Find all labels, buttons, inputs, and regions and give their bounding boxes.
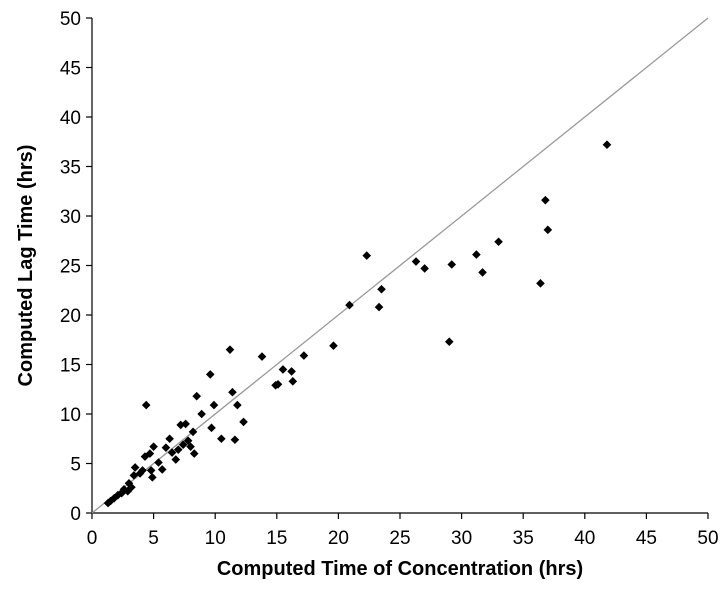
data-point [165,434,174,444]
data-point [171,455,181,464]
data-point [239,417,248,427]
data-point [173,445,183,454]
x-tick-label: 50 [697,528,718,549]
data-point [127,482,136,492]
data-point [217,434,226,444]
data-point [228,387,237,397]
data-point [287,367,296,376]
data-point [494,237,503,247]
data-point [130,463,140,472]
data-point [288,377,298,386]
data-point [225,345,235,354]
data-point [273,380,283,389]
y-tick-label: 35 [60,158,81,179]
x-tick-label: 15 [266,528,287,549]
data-point [140,452,150,461]
data-point [257,352,267,361]
x-tick-label: 5 [148,528,159,549]
data-point [278,365,288,374]
data-point [205,370,215,379]
data-point [167,448,177,457]
y-tick-label: 45 [60,59,81,80]
data-point [543,225,553,235]
data-point [176,420,186,430]
data-point [124,479,134,488]
data-point [148,473,157,482]
data-point [181,419,190,429]
data-point [209,400,219,410]
data-point [188,427,198,437]
data-point [478,268,487,277]
y-axis-title: Computed Lag Time (hrs) [15,145,37,387]
x-tick-label: 30 [451,528,472,549]
data-point [377,284,386,294]
data-point [186,442,195,451]
data-point [146,466,156,475]
x-tick-label: 45 [636,528,657,549]
data-points [103,140,612,508]
data-point [119,484,129,494]
data-point [129,471,139,480]
data-point [362,251,372,260]
data-point [141,400,151,410]
x-ticks: 0 5 10 15 20 25 30 35 40 45 50 [87,513,719,549]
data-point [183,436,193,446]
data-point [447,260,457,269]
data-point [154,458,163,467]
y-ticks: 0 5 10 15 20 25 30 35 40 45 50 [60,9,92,525]
x-tick-label: 25 [389,528,410,549]
y-tick-label: 20 [60,306,81,327]
data-point [444,337,454,347]
data-point [374,302,384,312]
data-point [420,264,429,273]
data-point [123,486,133,496]
y-tick-label: 10 [60,405,81,426]
data-point [233,400,242,410]
data-point [602,140,612,150]
data-point [145,449,155,458]
data-point [197,409,206,419]
y-tick-label: 15 [60,356,81,377]
data-point [345,300,354,310]
x-tick-label: 0 [87,528,98,549]
data-point [178,440,188,449]
data-point [411,257,421,266]
data-point [472,250,481,259]
data-point [230,435,240,445]
x-tick-label: 40 [574,528,595,549]
y-tick-label: 30 [60,207,81,228]
data-point [299,351,309,360]
y-tick-label: 0 [70,504,81,525]
y-tick-label: 50 [60,9,81,30]
data-point [161,443,171,452]
y-tick-label: 25 [60,257,81,278]
data-point [157,465,167,474]
data-point [189,449,199,458]
x-tick-label: 20 [328,528,349,549]
data-point [207,423,216,433]
data-point [103,498,113,508]
x-tick-label: 10 [205,528,226,549]
y-tick-label: 40 [60,108,81,129]
data-point [329,341,338,350]
x-tick-label: 35 [513,528,534,549]
data-point [117,488,126,498]
reference-line [91,17,709,514]
x-axis-title: Computed Time of Concentration (hrs) [217,558,583,580]
axes-group: 0 5 10 15 20 25 30 35 40 45 50 0 5 10 15 20 25 30 35 40 45 5… [60,9,719,549]
data-point [149,442,158,451]
data-point [536,279,545,288]
data-point [192,391,202,401]
data-point [541,195,550,205]
y-tick-label: 5 [70,455,81,476]
data-point [138,466,147,475]
